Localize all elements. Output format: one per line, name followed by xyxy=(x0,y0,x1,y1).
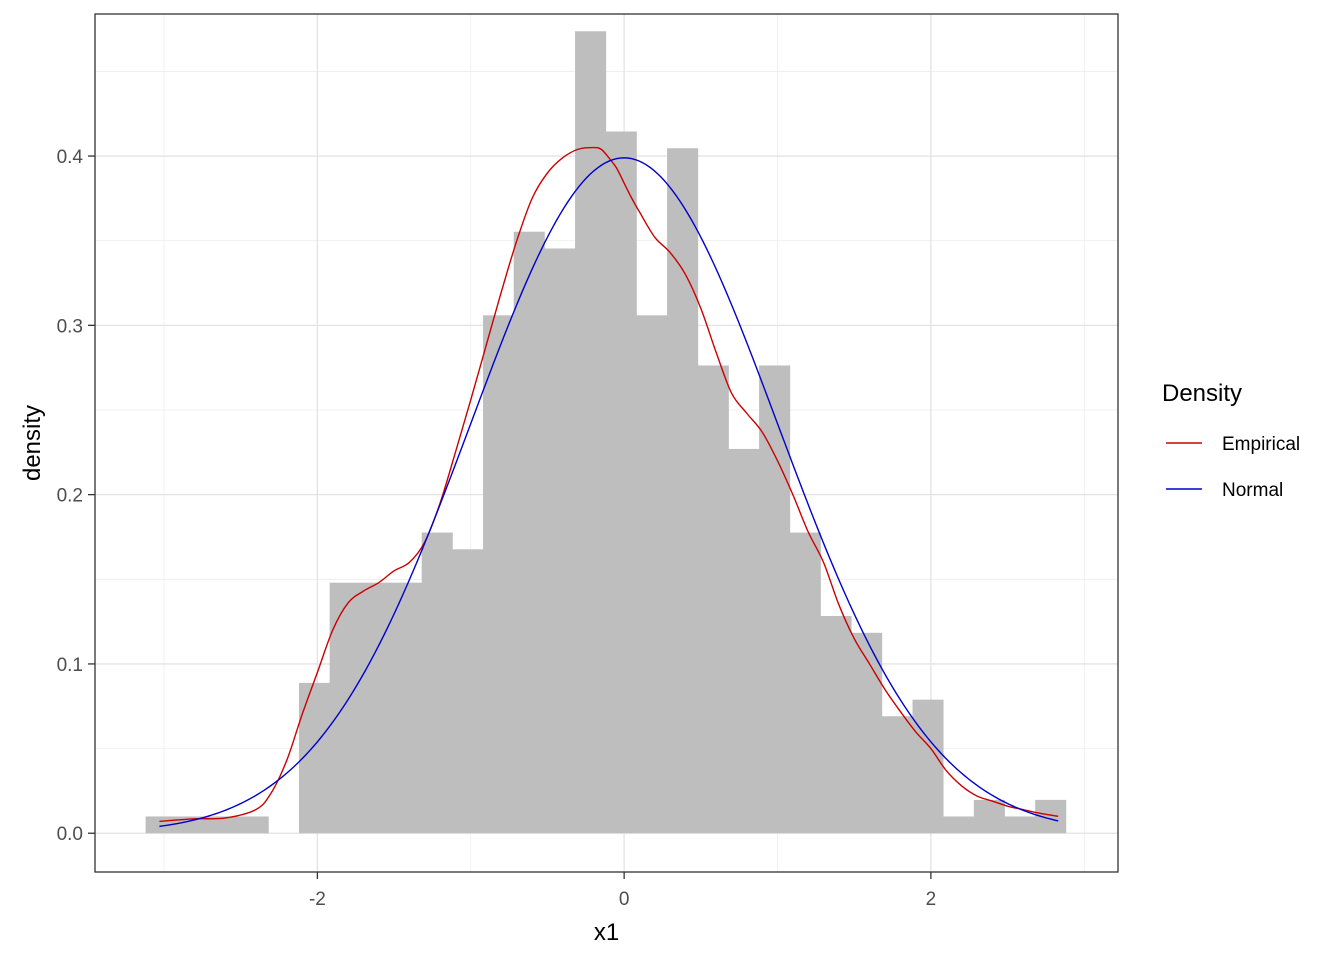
y-tick-label: 0.4 xyxy=(57,147,84,168)
histogram-bar xyxy=(575,31,607,834)
histogram-bar xyxy=(605,131,637,834)
y-axis-ticks: 0.0 0.1 0.2 0.3 0.4 xyxy=(57,147,95,845)
histogram-bar xyxy=(391,582,423,834)
histogram-bar xyxy=(176,816,208,834)
histogram-bar xyxy=(329,582,361,834)
histogram-bar xyxy=(973,799,1005,834)
histogram-bar xyxy=(513,231,545,834)
density-lines xyxy=(159,146,1059,828)
histogram-bar xyxy=(820,616,852,834)
normal-density-line xyxy=(159,157,1059,828)
histogram-bar xyxy=(881,716,913,834)
x-axis-ticks: -2 0 2 xyxy=(309,872,936,910)
histogram-bar xyxy=(697,365,729,834)
y-tick-label: 0.3 xyxy=(57,316,83,337)
histogram-bar xyxy=(452,549,484,834)
empirical-density-line xyxy=(159,146,1059,823)
histogram-bar xyxy=(206,816,239,834)
y-tick-label: 0.0 xyxy=(57,824,83,845)
histogram-bar xyxy=(1004,816,1036,834)
histogram-bar xyxy=(667,148,699,834)
histogram-bar xyxy=(789,532,821,834)
x-tick-label: -2 xyxy=(309,889,326,910)
histogram-bar xyxy=(851,632,883,834)
histogram-bar xyxy=(421,532,453,834)
histogram-bar xyxy=(728,448,760,834)
legend: Density Empirical Normal xyxy=(1162,380,1300,501)
histogram-bar xyxy=(912,699,944,834)
y-tick-label: 0.1 xyxy=(57,655,83,676)
y-axis-title: density xyxy=(19,405,46,481)
x-tick-label: 0 xyxy=(619,889,630,910)
histogram-bar xyxy=(943,816,975,834)
plot-border xyxy=(94,13,1119,873)
y-tick-label: 0.2 xyxy=(57,486,83,507)
histogram-bar xyxy=(636,315,668,834)
x-tick-label: 2 xyxy=(926,889,937,910)
histogram-bar xyxy=(237,816,269,834)
histogram-bar xyxy=(544,248,576,834)
histogram-bar xyxy=(360,582,392,834)
x-axis-title: x1 xyxy=(594,919,619,946)
histogram-bars xyxy=(145,31,1067,834)
legend-label-empirical: Empirical xyxy=(1222,434,1300,455)
legend-title: Density xyxy=(1162,380,1242,407)
legend-label-normal: Normal xyxy=(1222,480,1283,501)
histogram-bar xyxy=(483,315,515,834)
